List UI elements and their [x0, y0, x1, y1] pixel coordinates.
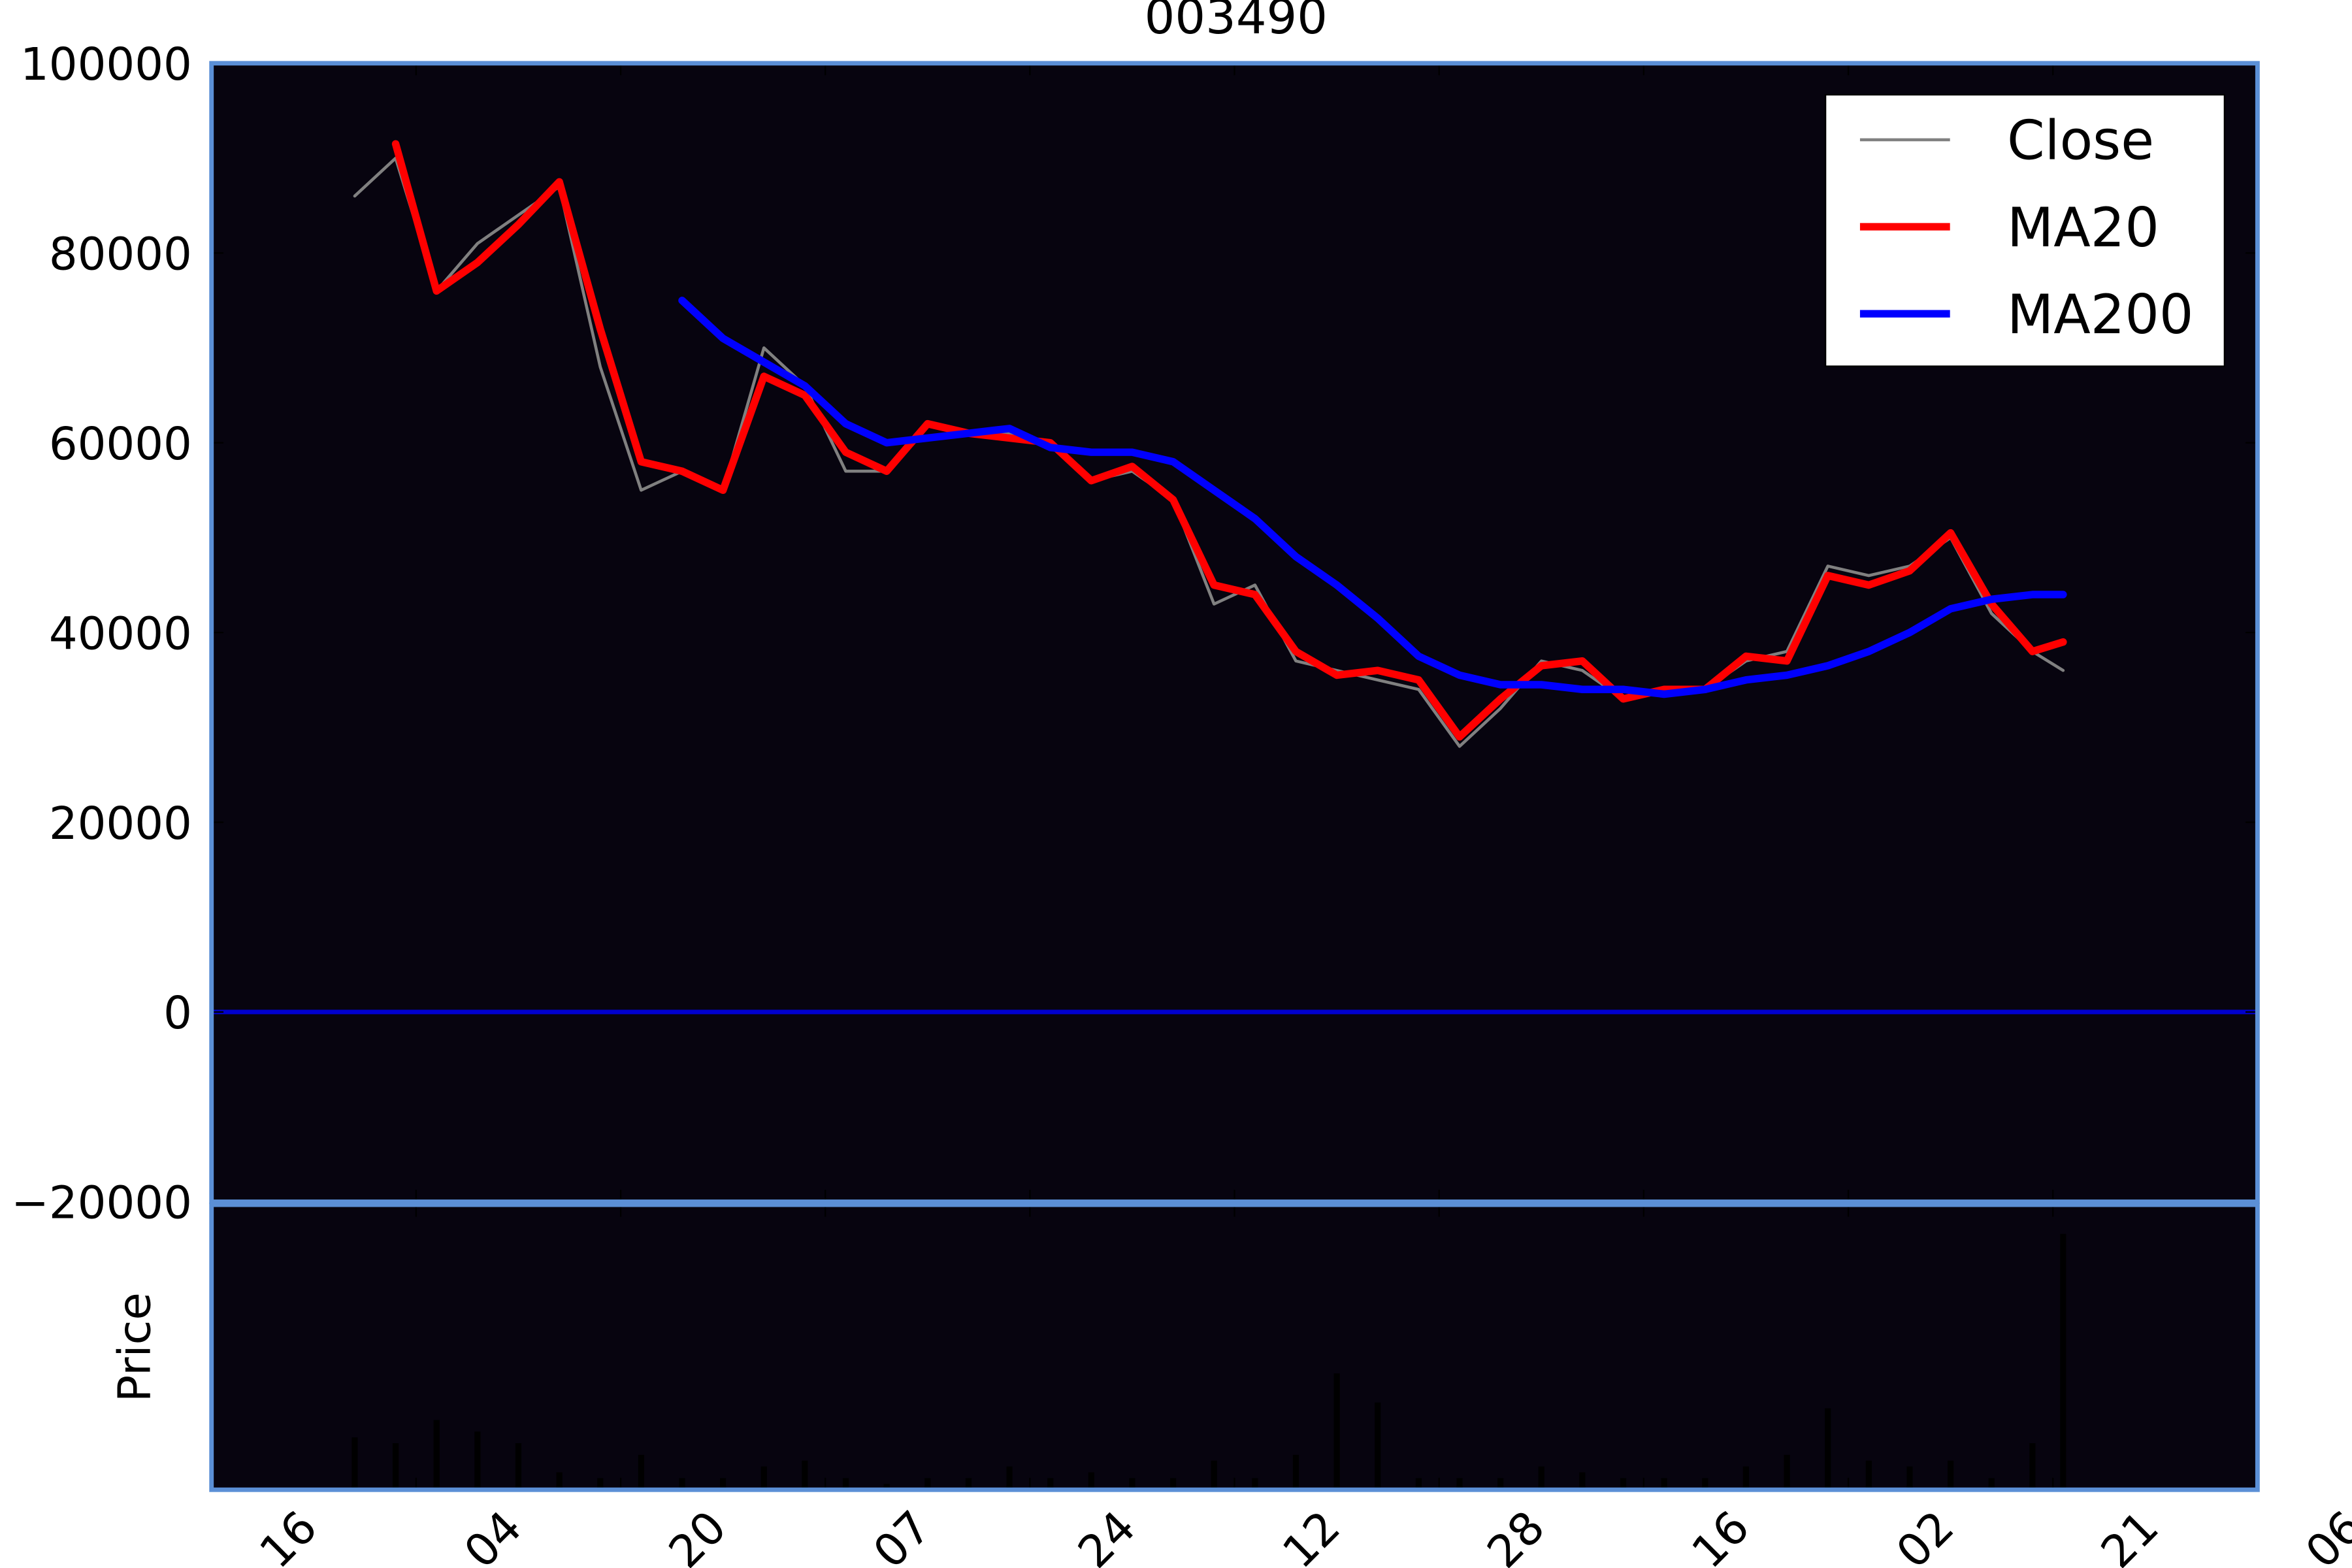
y-tick-label: 80000: [49, 229, 192, 281]
y-tick-label: 20000: [49, 798, 192, 850]
x-tick-label: 06: [2296, 1501, 2352, 1568]
y-tick-label: −20000: [11, 1177, 192, 1230]
axes-frame: [209, 1202, 2260, 1492]
volume-bar: [1825, 1408, 1831, 1490]
legend-label: MA200: [2007, 284, 2194, 346]
y-tick-label: 100000: [20, 39, 192, 91]
volume-bar: [1661, 1478, 1667, 1490]
volume-bar: [883, 1484, 890, 1490]
volume-bar: [2029, 1443, 2036, 1490]
volume-bar: [1865, 1460, 1872, 1490]
x-tick-label: 07: [864, 1501, 941, 1568]
volume-bar: [1742, 1466, 1750, 1490]
x-tick-label: 21: [2091, 1501, 2169, 1568]
volume-bar: [760, 1466, 767, 1490]
volume-bar: [1292, 1454, 1299, 1490]
volume-bar: [1620, 1478, 1627, 1490]
volume-bar: [1129, 1478, 1135, 1490]
volume-bar: [392, 1443, 399, 1490]
x-tick-label: 16: [1682, 1501, 1760, 1568]
volume-bar: [1333, 1373, 1340, 1490]
volume-bar: [1088, 1472, 1094, 1490]
volume-bar: [1497, 1478, 1504, 1490]
x-tick-label: 04: [455, 1501, 532, 1568]
volume-bar: [1906, 1466, 1913, 1490]
x-tick-label: 24: [1068, 1501, 1146, 1568]
volume-bar: [1948, 1460, 1954, 1490]
series-line: [678, 297, 2067, 698]
volume-bar: [1538, 1466, 1544, 1490]
volume-bar: [1415, 1478, 1422, 1490]
volume-bar: [679, 1478, 685, 1490]
volume-bar: [965, 1478, 972, 1490]
x-tick-label: 02: [1887, 1501, 1965, 1568]
legend-label: MA20: [2007, 197, 2159, 259]
legend: Close MA20 MA200: [1824, 93, 2225, 367]
volume-bar: [1211, 1460, 1217, 1490]
volume-bar: [720, 1478, 727, 1490]
volume-bar: [1988, 1478, 1995, 1490]
plot-area: [211, 1205, 2258, 1490]
volume-bar: [597, 1478, 604, 1490]
volume-bar: [802, 1460, 808, 1490]
volume-bar: [556, 1472, 563, 1490]
volume-bar: [1702, 1478, 1708, 1490]
axes-frame: [209, 61, 2260, 1204]
y-tick-label: 0: [163, 987, 192, 1039]
y-axis-label: Price: [109, 1292, 161, 1402]
volume-bar: [433, 1420, 440, 1490]
y-tick-label: 60000: [49, 418, 192, 470]
legend-label: Close: [2007, 110, 2154, 172]
series-line: [353, 156, 2065, 748]
volume-bar: [1375, 1402, 1381, 1490]
volume-bar: [1252, 1478, 1258, 1490]
volume-bar: [1006, 1466, 1013, 1490]
volume-bar: [1047, 1478, 1054, 1490]
volume-bar: [842, 1478, 849, 1490]
y-tick-label: 40000: [49, 608, 192, 660]
x-tick-label: 12: [1273, 1501, 1350, 1568]
volume-bar: [924, 1478, 931, 1490]
volume-bar: [638, 1454, 644, 1490]
x-tick-label: 20: [659, 1501, 737, 1568]
chart-title: 003490: [1145, 0, 1328, 45]
x-tick-label: 28: [1478, 1501, 1556, 1568]
volume-bar: [1579, 1472, 1586, 1490]
volume-bar: [474, 1431, 481, 1490]
volume-bar: [1784, 1454, 1790, 1490]
volume-bar: [1456, 1478, 1463, 1490]
volume-bar: [1170, 1478, 1177, 1490]
volume-bar: [2060, 1233, 2066, 1490]
volume-bar: [351, 1437, 358, 1490]
x-tick-label: 16: [250, 1501, 328, 1568]
series-line: [391, 140, 2067, 741]
volume-bar: [515, 1443, 522, 1490]
